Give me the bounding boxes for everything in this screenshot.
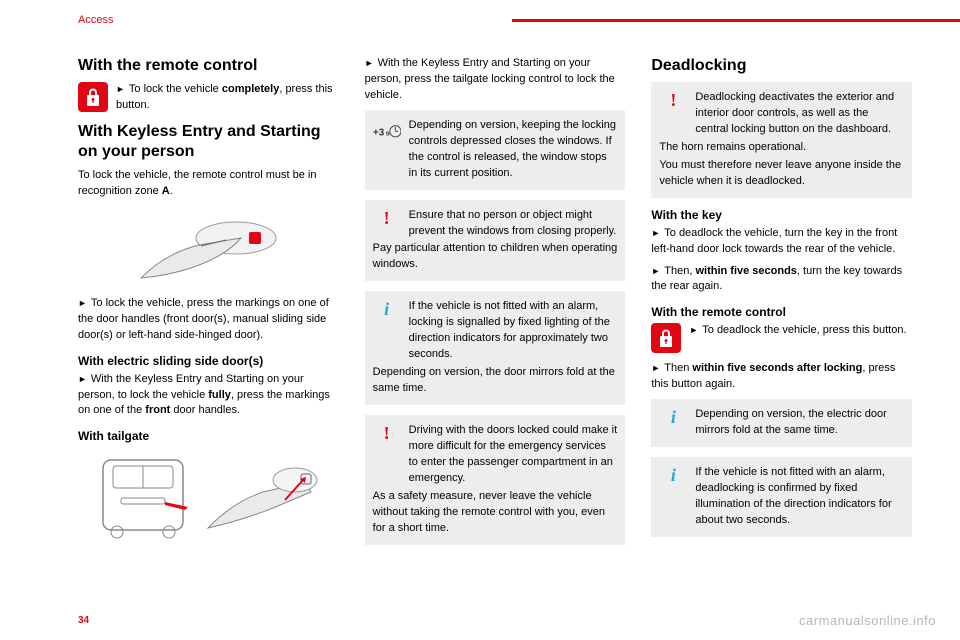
top-accent-bar	[512, 19, 960, 22]
warning-icon: !	[664, 91, 682, 109]
note-warning-windows: ! Ensure that no person or object might …	[365, 200, 626, 282]
info-icon: i	[378, 300, 396, 318]
heading-sliding-door: With electric sliding side door(s)	[78, 354, 339, 368]
column-2: With the Keyless Entry and Starting on y…	[365, 56, 626, 555]
note-warning-windows-text1: Ensure that no person or object might pr…	[409, 208, 618, 240]
door-handle-illustration	[131, 208, 286, 286]
note-info-deadlock-confirm: i If the vehicle is not fitted with an a…	[651, 457, 912, 537]
lock-icon	[78, 82, 108, 112]
column-1: With the remote control To lock the vehi…	[78, 56, 339, 555]
note-timer-windows: +3 s Depending on version, keeping the l…	[365, 110, 626, 190]
deadlock-remote-text: To deadlock the vehicle, press this butt…	[689, 323, 912, 339]
tailgate-illustration	[93, 449, 323, 544]
svg-text:s: s	[385, 128, 389, 137]
watermark: carmanualsonline.info	[799, 613, 936, 628]
section-header: Access	[78, 14, 113, 26]
sliding-door-text: With the Keyless Entry and Starting on y…	[78, 372, 339, 420]
note-warning-windows-text2: Pay particular attention to children whe…	[373, 241, 618, 273]
note-warning-driving-locked: ! Driving with the doors locked could ma…	[365, 415, 626, 545]
heading-deadlocking: Deadlocking	[651, 56, 912, 76]
note-info-indicators-text2: Depending on version, the door mirrors f…	[373, 365, 618, 397]
note-warning-driving-text2: As a safety measure, never leave the veh…	[373, 489, 618, 537]
key-deadlock-p1: To deadlock the vehicle, turn the key in…	[651, 226, 912, 258]
keyless-intro: To lock the vehicle, the remote control …	[78, 168, 339, 200]
info-icon: i	[664, 466, 682, 484]
content-columns: With the remote control To lock the vehi…	[78, 56, 912, 555]
note-warning-deadlock: ! Deadlocking deactivates the exterior a…	[651, 82, 912, 198]
note-info-deadlock-confirm-text: If the vehicle is not fitted with an ala…	[695, 465, 904, 529]
warning-icon: !	[378, 209, 396, 227]
deadlock-remote-p2: Then within five seconds after locking, …	[651, 361, 912, 393]
heading-keyless: With Keyless Entry and Starting on your …	[78, 122, 339, 162]
warning-icon: !	[378, 424, 396, 442]
heading-remote-control: With the remote control	[78, 56, 339, 76]
lock-instruction-text: To lock the vehicle completely, press th…	[116, 82, 339, 114]
note-info-mirrors-text: Depending on version, the electric door …	[695, 407, 904, 439]
keyless-press-handle: To lock the vehicle, press the markings …	[78, 296, 339, 344]
note-warning-deadlock-text2: The horn remains operational.	[659, 140, 904, 156]
note-info-indicators-text1: If the vehicle is not fitted with an ala…	[409, 299, 618, 363]
note-warning-deadlock-text1: Deadlocking deactivates the exterior and…	[695, 90, 904, 138]
page-number: 34	[78, 615, 89, 626]
tailgate-intro: With the Keyless Entry and Starting on y…	[365, 56, 626, 104]
note-info-indicators: i If the vehicle is not fitted with an a…	[365, 291, 626, 405]
timer-3s-icon: +3 s	[373, 118, 401, 145]
lock-icon	[651, 323, 681, 353]
note-warning-deadlock-text3: You must therefore never leave anyone in…	[659, 158, 904, 190]
note-timer-text: Depending on version, keeping the lockin…	[409, 118, 618, 182]
note-info-mirrors: i Depending on version, the electric doo…	[651, 399, 912, 447]
heading-with-key: With the key	[651, 208, 912, 222]
key-deadlock-p2: Then, within five seconds, turn the key …	[651, 264, 912, 296]
info-icon: i	[664, 408, 682, 426]
deadlock-remote-row: To deadlock the vehicle, press this butt…	[651, 323, 912, 353]
column-3: Deadlocking ! Deadlocking deactivates th…	[651, 56, 912, 555]
heading-with-remote-2: With the remote control	[651, 305, 912, 319]
heading-tailgate: With tailgate	[78, 429, 339, 443]
svg-text:+3: +3	[373, 127, 385, 138]
note-warning-driving-text1: Driving with the doors locked could make…	[409, 423, 618, 487]
lock-instruction-row: To lock the vehicle completely, press th…	[78, 82, 339, 114]
